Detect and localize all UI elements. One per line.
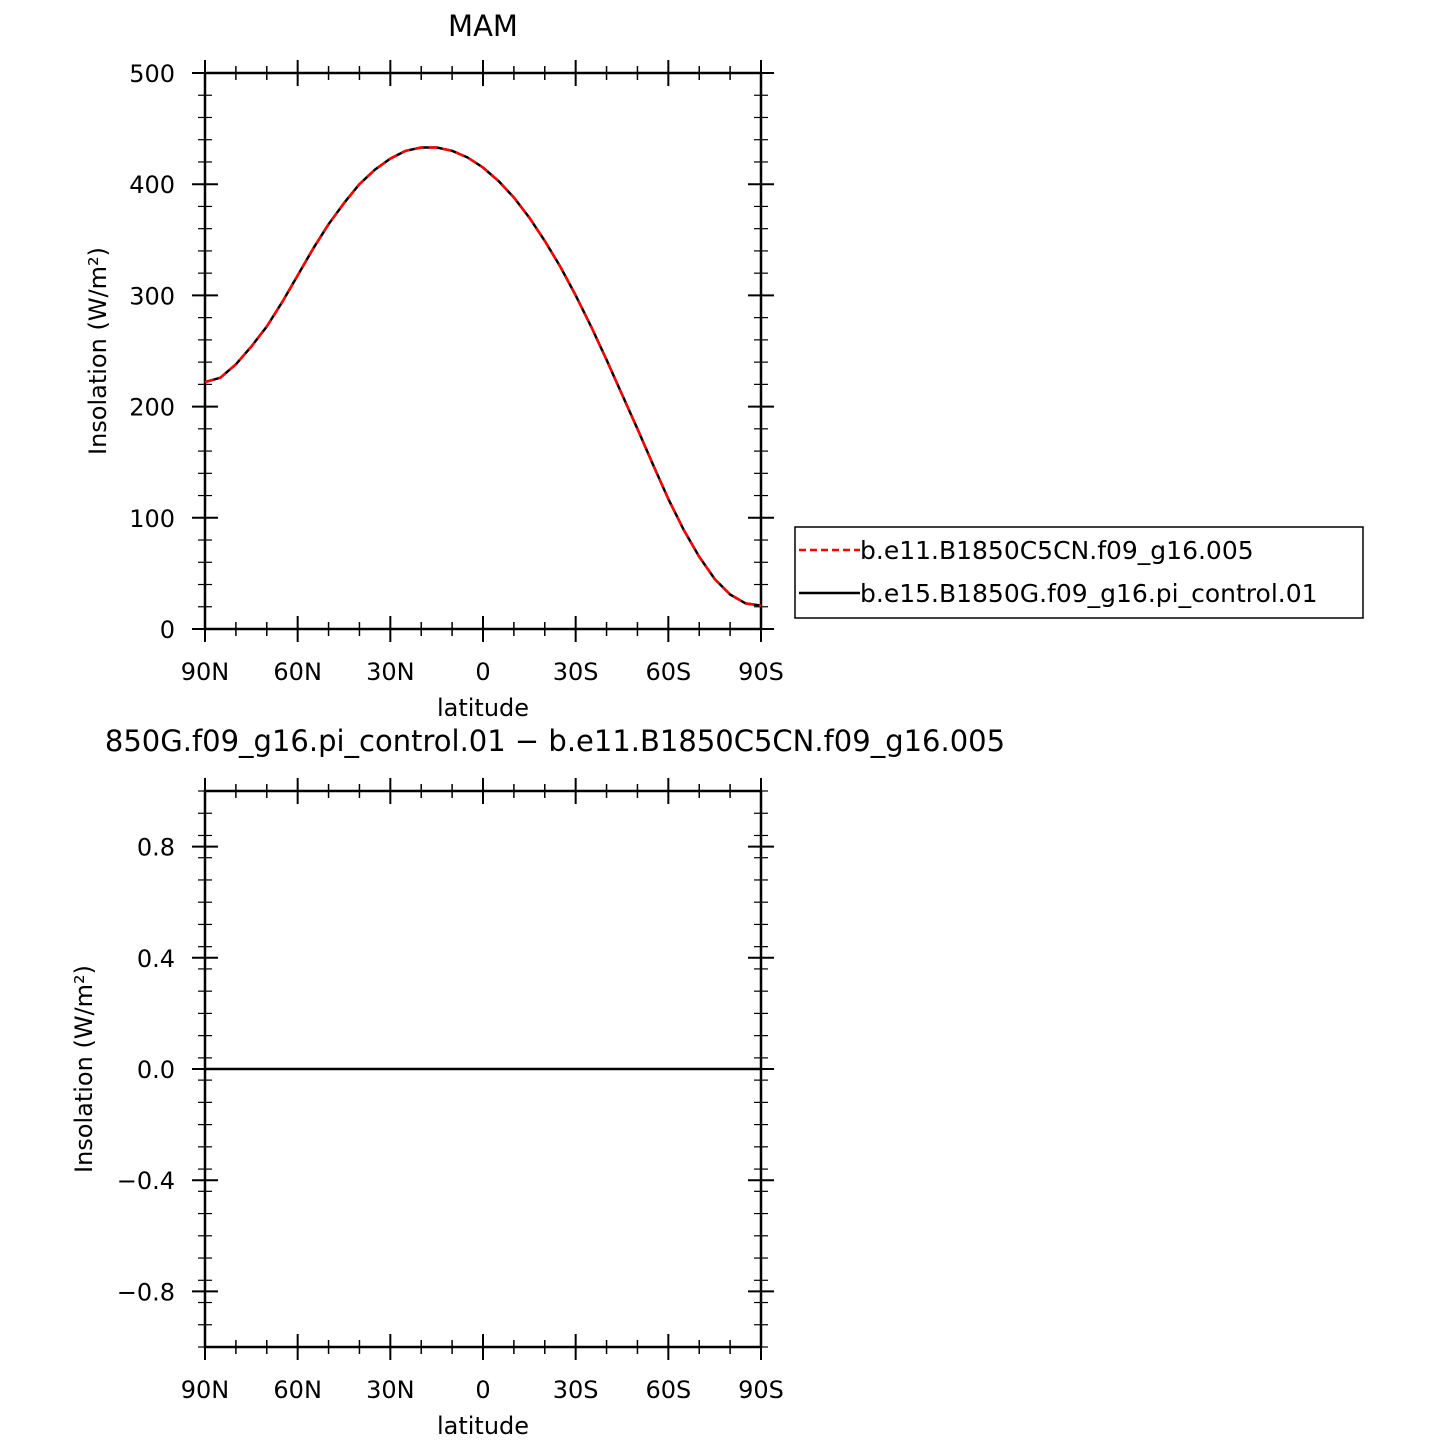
y-tick-label: 0.4	[137, 945, 175, 973]
x-tick-label: 60N	[273, 1376, 322, 1404]
series-line-1	[204, 146, 762, 607]
y-tick-label: 100	[129, 505, 175, 533]
y-axis-label: Insolation (W/m²)	[70, 965, 98, 1173]
chart-title: 850G.f09_g16.pi_control.01 − b.e11.B1850…	[105, 724, 1005, 758]
legend-box	[794, 526, 1364, 619]
x-axis-label: latitude	[437, 694, 529, 722]
x-tick-label: 60S	[645, 1376, 691, 1404]
y-tick-label: 300	[129, 282, 175, 310]
x-tick-label: 30N	[366, 658, 415, 686]
chart-title: MAM	[448, 9, 518, 43]
x-tick-label: 0	[475, 1376, 490, 1404]
plot-frame	[203, 71, 763, 631]
plot-lines	[204, 146, 762, 607]
y-tick-label: −0.4	[117, 1167, 175, 1195]
y-tick-label: 400	[129, 171, 175, 199]
legend: b.e11.B1850C5CN.f09_g16.005 b.e15.B1850G…	[794, 526, 1364, 619]
x-tick-label: 30S	[553, 1376, 599, 1404]
axis-ticks: 90N 60N 30N 0 30S 60S 90S 0 100 200 300 400 500	[129, 60, 784, 686]
y-tick-label: 0.8	[137, 834, 175, 862]
axis-ticks: 90N 60N 30N 0 30S 60S 90S 0.8 0.4 0.0 −0.4 −0.8	[117, 778, 784, 1404]
x-tick-label: 90N	[181, 658, 230, 686]
legend-label-series-2: b.e15.B1850G.f09_g16.pi_control.01	[860, 579, 1318, 608]
x-tick-label: 90S	[738, 658, 784, 686]
x-tick-label: 90N	[181, 1376, 230, 1404]
y-tick-label: −0.8	[117, 1278, 175, 1306]
x-tick-label: 30S	[553, 658, 599, 686]
y-tick-label: 500	[129, 60, 175, 88]
x-axis-label: latitude	[437, 1412, 529, 1440]
y-tick-label: 0	[160, 616, 175, 644]
insolation-panel: MAM 90N 60N 30N 0 30S 60S 90S0100200300400500 …	[84, 9, 1364, 722]
series-line-2	[204, 146, 762, 607]
legend-label-series-1: b.e11.B1850C5CN.f09_g16.005	[860, 536, 1254, 565]
x-tick-label: 90S	[738, 1376, 784, 1404]
x-tick-label: 60N	[273, 658, 322, 686]
y-tick-label: 0.0	[137, 1056, 175, 1084]
y-tick-label: 200	[129, 394, 175, 422]
x-tick-label: 0	[475, 658, 490, 686]
difference-panel: 850G.f09_g16.pi_control.01 − b.e11.B1850…	[70, 724, 1005, 1440]
y-axis-label: Insolation (W/m²)	[84, 247, 112, 455]
x-tick-label: 30N	[366, 1376, 415, 1404]
x-tick-label: 60S	[645, 658, 691, 686]
